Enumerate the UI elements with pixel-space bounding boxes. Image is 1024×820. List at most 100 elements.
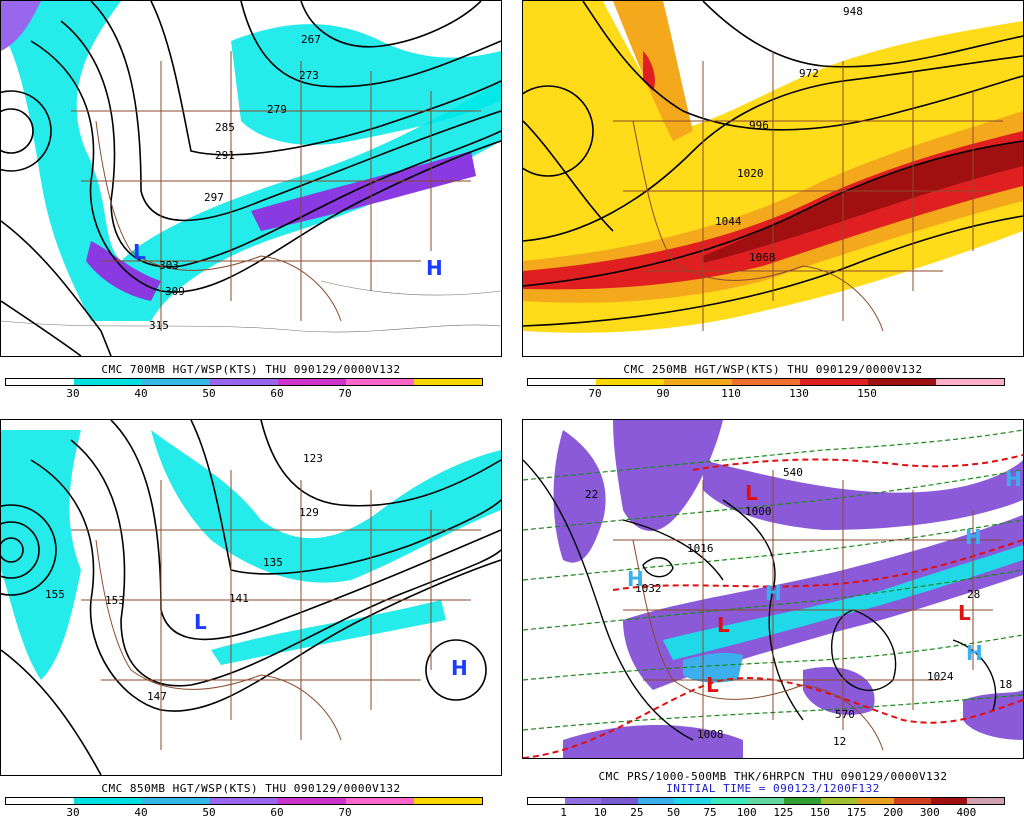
panel-prs-thk-colorbar <box>527 797 1005 805</box>
panel-250mb-caption: CMC 250MB HGT/WSP(KTS) THU 090129/0000V1… <box>623 363 923 376</box>
colorbar-tick-label: 150 <box>857 387 877 400</box>
map-250mb-svg: 948 972 996 1020 1044 1068 <box>523 1 1023 333</box>
contour-label: 1000 <box>745 505 772 518</box>
colorbar-segment <box>596 379 664 385</box>
colorbar-segment <box>6 798 74 804</box>
colorbar-segment <box>564 798 602 804</box>
contour-label: 155 <box>45 588 65 601</box>
map-700mb-svg: 267 273 279 285 291 297 303 309 315 L H <box>1 1 501 356</box>
colorbar-segment <box>868 379 936 385</box>
panel-700mb-colorbar <box>5 378 483 386</box>
contour-label: 123 <box>303 452 323 465</box>
contour-label: 996 <box>749 119 769 132</box>
colorbar-segment <box>664 379 732 385</box>
colorbar-segment <box>346 379 414 385</box>
contour-label: 315 <box>149 319 169 332</box>
colorbar-tick-label: 60 <box>270 387 284 400</box>
colorbar-tick-label: 30 <box>66 806 80 819</box>
contour-label: 1008 <box>697 728 724 741</box>
colorbar-segment <box>414 379 482 385</box>
colorbar-tick-label: 125 <box>773 806 794 819</box>
panel-850mb-ticks: 30 40 50 60 70 <box>5 806 481 820</box>
panel-700mb-caption: CMC 700MB HGT/WSP(KTS) THU 090129/0000V1… <box>101 363 401 376</box>
high-center-marker: H <box>426 256 443 280</box>
colorbar-segment <box>820 798 858 804</box>
map-prs-thk-svg: 1000 1016 1032 1024 1008 540 570 22 28 1… <box>523 420 1023 758</box>
panel-850mb-caption: CMC 850MB HGT/WSP(KTS) THU 090129/0000V1… <box>101 782 401 795</box>
panel-250mb-ticks: 70 90 110 130 150 <box>527 387 1003 401</box>
contour-label: 18 <box>999 678 1012 691</box>
contour-label: 141 <box>229 592 249 605</box>
colorbar-segment <box>278 379 346 385</box>
contour-label: 285 <box>215 121 235 134</box>
colorbar-segment <box>346 798 414 804</box>
colorbar-segment <box>210 379 278 385</box>
colorbar-segment <box>857 798 895 804</box>
contour-label: 303 <box>159 259 179 272</box>
colorbar-segment <box>637 798 675 804</box>
contour-label: 291 <box>215 149 235 162</box>
colorbar-tick-label: 75 <box>703 806 717 819</box>
contour-label: 948 <box>843 5 863 18</box>
colorbar-tick-label: 150 <box>809 806 830 819</box>
colorbar-segment <box>936 379 1004 385</box>
map-250mb: 948 972 996 1020 1044 1068 <box>522 0 1024 357</box>
colorbar-segment <box>601 798 638 804</box>
high-center-marker: H <box>965 525 982 549</box>
contour-label: 972 <box>799 67 819 80</box>
colorbar-tick-label: 400 <box>956 806 977 819</box>
high-center-marker: H <box>1005 467 1022 491</box>
colorbar-segment <box>967 798 1004 804</box>
colorbar-segment <box>210 798 278 804</box>
low-center-marker: L <box>194 610 207 634</box>
contour-label: 135 <box>263 556 283 569</box>
contour-label: 1032 <box>635 582 662 595</box>
colorbar-tick-label: 50 <box>666 806 681 819</box>
contour-label: 22 <box>585 488 598 501</box>
colorbar-tick-label: 40 <box>134 806 148 819</box>
map-700mb: 267 273 279 285 291 297 303 309 315 L H <box>0 0 502 357</box>
colorbar-segment <box>894 798 931 804</box>
colorbar-tick-label: 50 <box>202 806 216 819</box>
colorbar-segment <box>6 379 74 385</box>
colorbar-tick-label: 70 <box>338 806 352 819</box>
contour-label: 1024 <box>927 670 954 683</box>
colorbar-tick-label: 40 <box>134 387 148 400</box>
contour-label: 12 <box>833 735 846 748</box>
contour-label: 297 <box>204 191 224 204</box>
high-center-marker: H <box>627 567 644 591</box>
colorbar-segment <box>278 798 346 804</box>
colorbar-tick-label: 30 <box>66 387 80 400</box>
contour-label: 147 <box>147 690 167 703</box>
map-prs-thk: 1000 1016 1032 1024 1008 540 570 22 28 1… <box>522 419 1024 759</box>
contour-label: 273 <box>299 69 319 82</box>
contour-label: 153 <box>105 594 125 607</box>
panel-prs-thk: 1000 1016 1032 1024 1008 540 570 22 28 1… <box>522 419 1024 819</box>
panel-prs-thk-initial-time: INITIAL TIME = 090123/1200F132 <box>666 782 880 795</box>
colorbar-segment <box>74 798 142 804</box>
low-center-marker: L <box>133 240 146 264</box>
colorbar-segment <box>711 798 748 804</box>
contour-label: 1044 <box>715 215 742 228</box>
colorbar-tick-label: 100 <box>736 806 757 819</box>
colorbar-segment <box>784 798 821 804</box>
contour-label: 570 <box>835 708 855 721</box>
colorbar-segment <box>414 798 482 804</box>
colorbar-segment <box>930 798 968 804</box>
panel-250mb: 948 972 996 1020 1044 1068 CMC 250MB HGT… <box>522 0 1024 400</box>
contour-label: 279 <box>267 103 287 116</box>
panel-700mb: 267 273 279 285 291 297 303 309 315 L H … <box>0 0 502 400</box>
panel-850mb: 123 129 135 141 147 153 155 L H CMC 850M… <box>0 419 502 819</box>
high-center-marker: H <box>966 641 983 665</box>
colorbar-tick-label: 25 <box>630 806 644 819</box>
contour-label: 309 <box>165 285 185 298</box>
colorbar-tick-label: 90 <box>656 387 670 400</box>
colorbar-segment <box>674 798 712 804</box>
colorbar-segment <box>800 379 868 385</box>
colorbar-tick-label: 10 <box>593 806 607 819</box>
colorbar-tick-label: 70 <box>588 387 602 400</box>
map-850mb-svg: 123 129 135 141 147 153 155 L H <box>1 420 501 775</box>
panel-prs-thk-ticks: 1 10 25 50 75 100 125 150 175 200 300 400 <box>527 806 1003 820</box>
colorbar-tick-label: 50 <box>202 387 216 400</box>
colorbar-tick-label: 1 <box>560 806 567 819</box>
